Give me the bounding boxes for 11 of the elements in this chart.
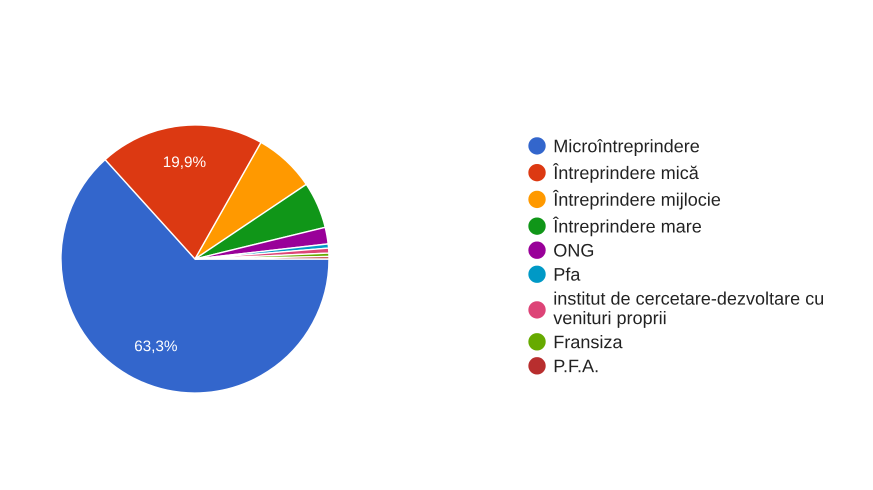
data-label: 63,3% xyxy=(134,340,177,354)
legend-label: institut de cercetare-dezvoltare cu venituri proprii xyxy=(553,292,824,328)
data-label: 19,9% xyxy=(164,156,206,170)
legend-label: Întreprindere mică xyxy=(552,163,699,183)
legend-label: Pfa xyxy=(554,268,580,281)
legend-label: ONG xyxy=(554,244,594,257)
legend-label: P.F.A. xyxy=(554,360,598,372)
legend-label: Fransiza xyxy=(554,335,623,348)
legend-label: Microîntreprindere xyxy=(554,139,699,156)
legend-label: Întreprindere mijlocie xyxy=(552,190,720,210)
legend-label: Întreprindere mare xyxy=(552,216,701,236)
